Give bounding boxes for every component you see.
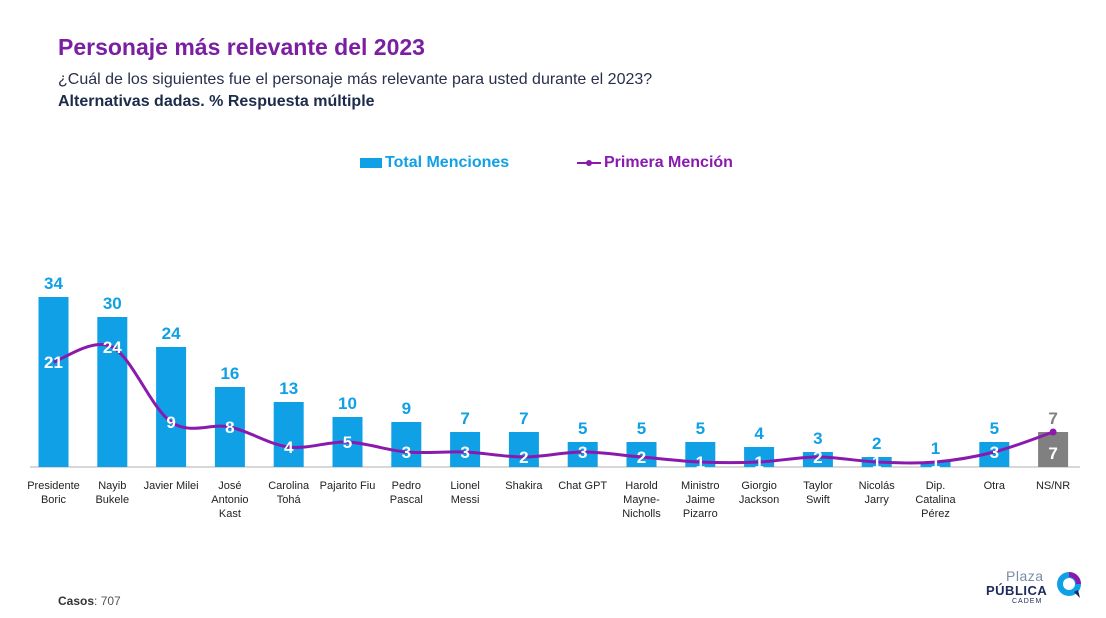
bar (1038, 432, 1069, 467)
legend-bar-swatch (360, 158, 382, 168)
line-value-label: 3 (402, 443, 411, 462)
line-value-label: 2 (637, 448, 646, 467)
legend-line-swatch (577, 158, 601, 168)
line-value-label: 9 (166, 413, 175, 432)
bar (626, 442, 657, 467)
bar-value-label: 34 (44, 274, 63, 293)
bar-value-label: 7 (460, 409, 469, 428)
x-tick-label: Chat GPT (558, 480, 607, 492)
bar (920, 462, 951, 467)
legend-label-primera: Primera Mención (604, 154, 733, 171)
bar-value-label: 9 (402, 399, 411, 418)
x-tick-label: Dip. Catalina Pérez (915, 480, 956, 520)
x-tick-label: Nicolás Jarry (859, 480, 896, 506)
chart-subtitle: ¿Cuál de los siguientes fue el personaje… (58, 71, 653, 88)
bar (97, 317, 128, 467)
casos-note: Casos: 707 (58, 594, 121, 608)
bar (450, 432, 481, 467)
logo-bottom-text: CADEM (1012, 598, 1043, 605)
logo-middle-text: PÚBLICA (986, 583, 1048, 598)
bar-value-label: 10 (338, 394, 357, 413)
legend-label-total: Total Menciones (385, 154, 510, 171)
line-point (1049, 428, 1057, 436)
x-tick-label: Otra (984, 480, 1006, 492)
x-tick-label: NS/NR (1036, 480, 1070, 492)
chart-subtitle-note: Alternativas dadas. % Respuesta múltiple (58, 93, 375, 110)
logo-mark-icon (1057, 572, 1081, 598)
x-tick-label: Pajarito Fiu (320, 480, 376, 492)
bar-value-label: 24 (162, 324, 181, 343)
bar (567, 442, 598, 467)
x-tick-label: Harold Mayne-Nicholls (622, 480, 661, 520)
line-value-label: 1 (696, 453, 705, 472)
bar-value-label: 5 (578, 419, 587, 438)
line-value-label: 1 (931, 453, 940, 472)
line-value-label: 2 (519, 448, 528, 467)
line-value-label: 3 (578, 443, 587, 462)
casos-value: : 707 (94, 594, 121, 608)
bar-value-label: 7 (1048, 409, 1057, 428)
x-tick-label: Presidente Boric (27, 480, 80, 506)
bar-value-label: 3 (813, 429, 822, 448)
x-tick-label: Nayib Bukele (95, 480, 129, 506)
bar (273, 402, 304, 467)
x-tick-label: Carolina Tohá (268, 480, 310, 506)
primera-mencion-line (52, 343, 1054, 465)
bar (391, 422, 422, 467)
line-value-label: 3 (460, 443, 469, 462)
bar-value-label: 5 (990, 419, 999, 438)
logo-top-text: Plaza (1006, 568, 1044, 584)
x-tick-label: Ministro Jaime Pizarro (681, 480, 720, 520)
line-value-label: 2 (813, 448, 822, 467)
line-value-label: 1 (754, 453, 763, 472)
line-value-label: 21 (44, 353, 63, 372)
line-value-label: 7 (1048, 444, 1057, 463)
x-tick-label: Lionel Messi (450, 480, 479, 506)
bar (38, 297, 69, 467)
line-value-label: 4 (284, 438, 294, 457)
bar-value-label: 4 (754, 424, 764, 443)
chart-legend: Total Menciones Primera Mención (0, 154, 1106, 178)
bar-value-label: 13 (279, 379, 298, 398)
x-tick-label: Shakira (505, 480, 543, 492)
bar-value-label: 1 (931, 439, 940, 458)
bar (156, 347, 187, 467)
x-tick-label: Javier Milei (144, 480, 199, 492)
bar-value-label: 2 (872, 434, 881, 453)
bar-value-label: 16 (220, 364, 239, 383)
line-value-label: 8 (225, 418, 234, 437)
bar-value-label: 7 (519, 409, 528, 428)
x-tick-label: Taylor Swift (803, 480, 833, 506)
x-tick-label: José Antonio Kast (211, 480, 248, 520)
bar (508, 432, 539, 467)
bar-value-label: 30 (103, 294, 122, 313)
plaza-publica-logo: Plaza PÚBLICA CADEM (986, 568, 1086, 608)
casos-label: Casos (58, 594, 95, 608)
x-tick-label: Giorgio Jackson (739, 480, 779, 506)
line-value-label: 1 (872, 453, 881, 472)
legend-item-primera: Primera Mención (577, 154, 733, 172)
bar-value-label: 5 (637, 419, 646, 438)
bar-value-label: 5 (696, 419, 705, 438)
chart-title: Personaje más relevante del 2023 (58, 34, 425, 60)
x-tick-label: Pedro Pascal (390, 480, 423, 506)
legend-item-total: Total Menciones (360, 154, 509, 172)
line-value-label: 3 (990, 443, 999, 462)
line-value-label: 5 (343, 433, 352, 452)
line-value-label: 24 (103, 338, 122, 357)
